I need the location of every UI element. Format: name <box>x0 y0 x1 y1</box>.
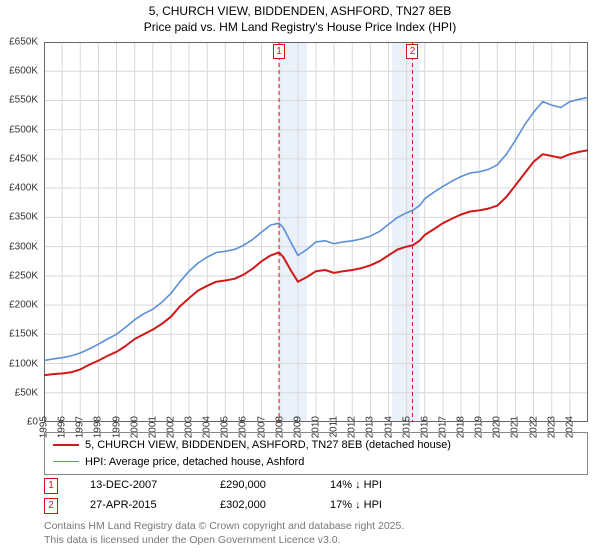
legend-swatch-icon <box>53 444 79 446</box>
y-tick-label: £350K <box>9 212 38 223</box>
event-marker-icon: 2 <box>406 44 418 59</box>
y-tick-label: £250K <box>9 270 38 281</box>
event-delta: 14% ↓ HPI <box>330 476 382 496</box>
y-tick-label: £650K <box>9 37 38 48</box>
title-subtitle: Price paid vs. HM Land Registry's House … <box>0 20 600 36</box>
event-marker-icon: 1 <box>273 44 285 59</box>
chart-container: 5, CHURCH VIEW, BIDDENDEN, ASHFORD, TN27… <box>0 0 600 560</box>
table-row: 1 13-DEC-2007 £290,000 14% ↓ HPI <box>44 476 382 496</box>
footer-attribution: Contains HM Land Registry data © Crown c… <box>44 520 404 547</box>
y-tick-label: £550K <box>9 95 38 106</box>
event-delta: 17% ↓ HPI <box>330 496 382 516</box>
legend-item: 5, CHURCH VIEW, BIDDENDEN, ASHFORD, TN27… <box>53 437 579 454</box>
y-tick-label: £450K <box>9 153 38 164</box>
title-address: 5, CHURCH VIEW, BIDDENDEN, ASHFORD, TN27… <box>0 4 600 20</box>
events-table: 1 13-DEC-2007 £290,000 14% ↓ HPI 2 27-AP… <box>44 476 382 516</box>
legend-label: HPI: Average price, detached house, Ashf… <box>85 454 304 471</box>
legend-item: HPI: Average price, detached house, Ashf… <box>53 454 579 471</box>
legend-swatch-icon <box>53 461 79 462</box>
event-marker-icon: 2 <box>44 498 58 514</box>
event-price: £290,000 <box>220 476 330 496</box>
plot-area: 12 <box>44 42 588 422</box>
event-price: £302,000 <box>220 496 330 516</box>
y-tick-label: £100K <box>9 358 38 369</box>
event-date: 27-APR-2015 <box>90 496 220 516</box>
y-tick-label: £50K <box>15 387 38 398</box>
y-tick-label: £200K <box>9 300 38 311</box>
legend: 5, CHURCH VIEW, BIDDENDEN, ASHFORD, TN27… <box>44 432 588 475</box>
y-tick-label: £400K <box>9 183 38 194</box>
chart-title: 5, CHURCH VIEW, BIDDENDEN, ASHFORD, TN27… <box>0 0 600 37</box>
legend-label: 5, CHURCH VIEW, BIDDENDEN, ASHFORD, TN27… <box>85 437 451 454</box>
y-tick-label: £600K <box>9 66 38 77</box>
event-marker-icon: 1 <box>44 478 58 494</box>
footer-line: This data is licensed under the Open Gov… <box>44 534 404 548</box>
y-tick-label: £500K <box>9 124 38 135</box>
y-axis: £0£50K£100K£150K£200K£250K£300K£350K£400… <box>0 42 42 422</box>
y-tick-label: £300K <box>9 241 38 252</box>
table-row: 2 27-APR-2015 £302,000 17% ↓ HPI <box>44 496 382 516</box>
footer-line: Contains HM Land Registry data © Crown c… <box>44 520 404 534</box>
y-tick-label: £150K <box>9 329 38 340</box>
y-tick-label: £0 <box>27 417 38 428</box>
event-date: 13-DEC-2007 <box>90 476 220 496</box>
